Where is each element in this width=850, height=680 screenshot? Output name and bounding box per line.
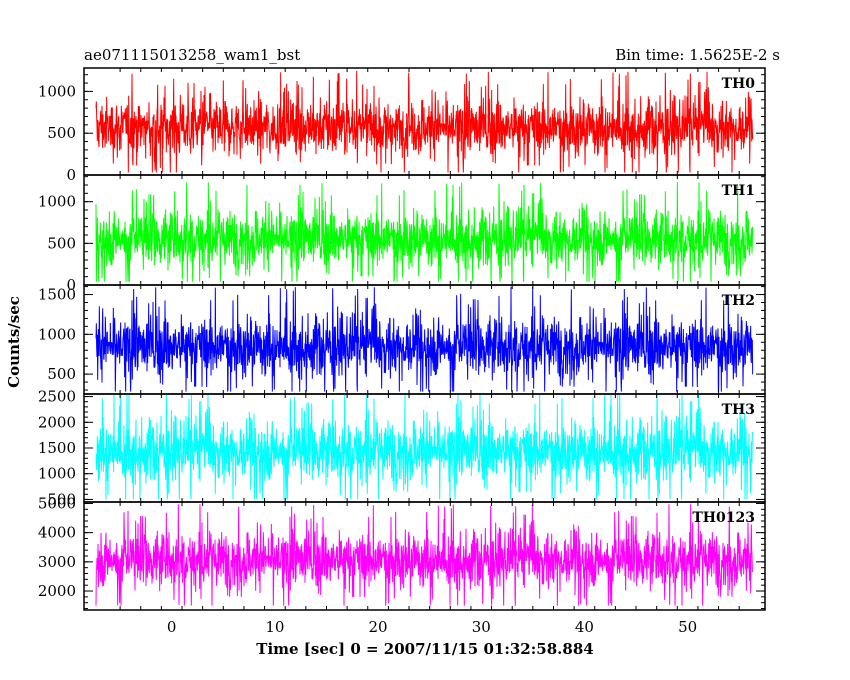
y-tick-label: 500	[47, 490, 76, 508]
y-tick-label: 0	[66, 276, 76, 294]
y-tick-label: 0	[66, 166, 76, 184]
y-tick-label: 2000	[38, 413, 76, 431]
chart-title-right: Bin time: 1.5625E-2 s	[615, 46, 780, 64]
y-tick-label: 1000	[38, 465, 76, 483]
panel-th0123: 2000 3000 4000 5000 TH0123	[38, 494, 766, 611]
chart-title-left: ae071115013258_wam1_bst	[84, 46, 300, 64]
y-tick-label: 4000	[38, 524, 76, 542]
y-tick-label: 1000	[38, 193, 76, 211]
x-axis: 0 10 20 30 40 50	[167, 618, 697, 636]
y-tick-label: 500	[47, 124, 76, 142]
y-tick-label: 1500	[38, 439, 76, 457]
y-tick-label: 500	[47, 234, 76, 252]
x-tick-label: 0	[167, 618, 177, 636]
series-trace-th2	[95, 286, 754, 392]
series-label-th0: TH0	[722, 76, 756, 92]
y-tick-label: 500	[47, 365, 76, 383]
y-tick-label: 1000	[38, 325, 76, 343]
x-tick-label: 30	[472, 618, 491, 636]
series-trace-th0	[95, 70, 754, 173]
series-label-th2: TH2	[722, 293, 755, 309]
panel-th1: 0 500 1000 TH1	[38, 174, 766, 294]
series-label-th3: TH3	[722, 402, 755, 418]
series-trace-th3	[95, 394, 754, 500]
x-tick-label: 40	[575, 618, 594, 636]
y-tick-label: 5000	[38, 494, 76, 512]
series-label-th1: TH1	[722, 183, 755, 199]
x-tick-label: 10	[265, 618, 284, 636]
y-tick-label: 1000	[38, 82, 76, 100]
y-tick-label: 2000	[38, 582, 76, 600]
x-tick-label: 50	[678, 618, 697, 636]
x-axis-label: Time [sec] 0 = 2007/11/15 01:32:58.884	[256, 640, 593, 658]
series-label-th0123: TH0123	[692, 510, 755, 526]
panel-th3: 500 1000 1500 2000 2500 TH3	[38, 388, 766, 508]
series-trace-th0123	[95, 504, 754, 606]
y-axis-label: Counts/sec	[5, 296, 23, 388]
panel-th0: 0 500 1000 TH0	[38, 67, 766, 184]
panels-group: 0 500 1000 TH0 0 500 1000 TH1 500 1000 1500 TH2 500 1…	[38, 67, 766, 611]
y-tick-label: 3000	[38, 553, 76, 571]
y-tick-label: 1500	[38, 286, 76, 304]
x-tick-label: 20	[369, 618, 388, 636]
panel-th2: 500 1000 1500 TH2	[38, 284, 766, 395]
y-tick-label: 2500	[38, 388, 76, 406]
series-trace-th1	[95, 182, 754, 282]
